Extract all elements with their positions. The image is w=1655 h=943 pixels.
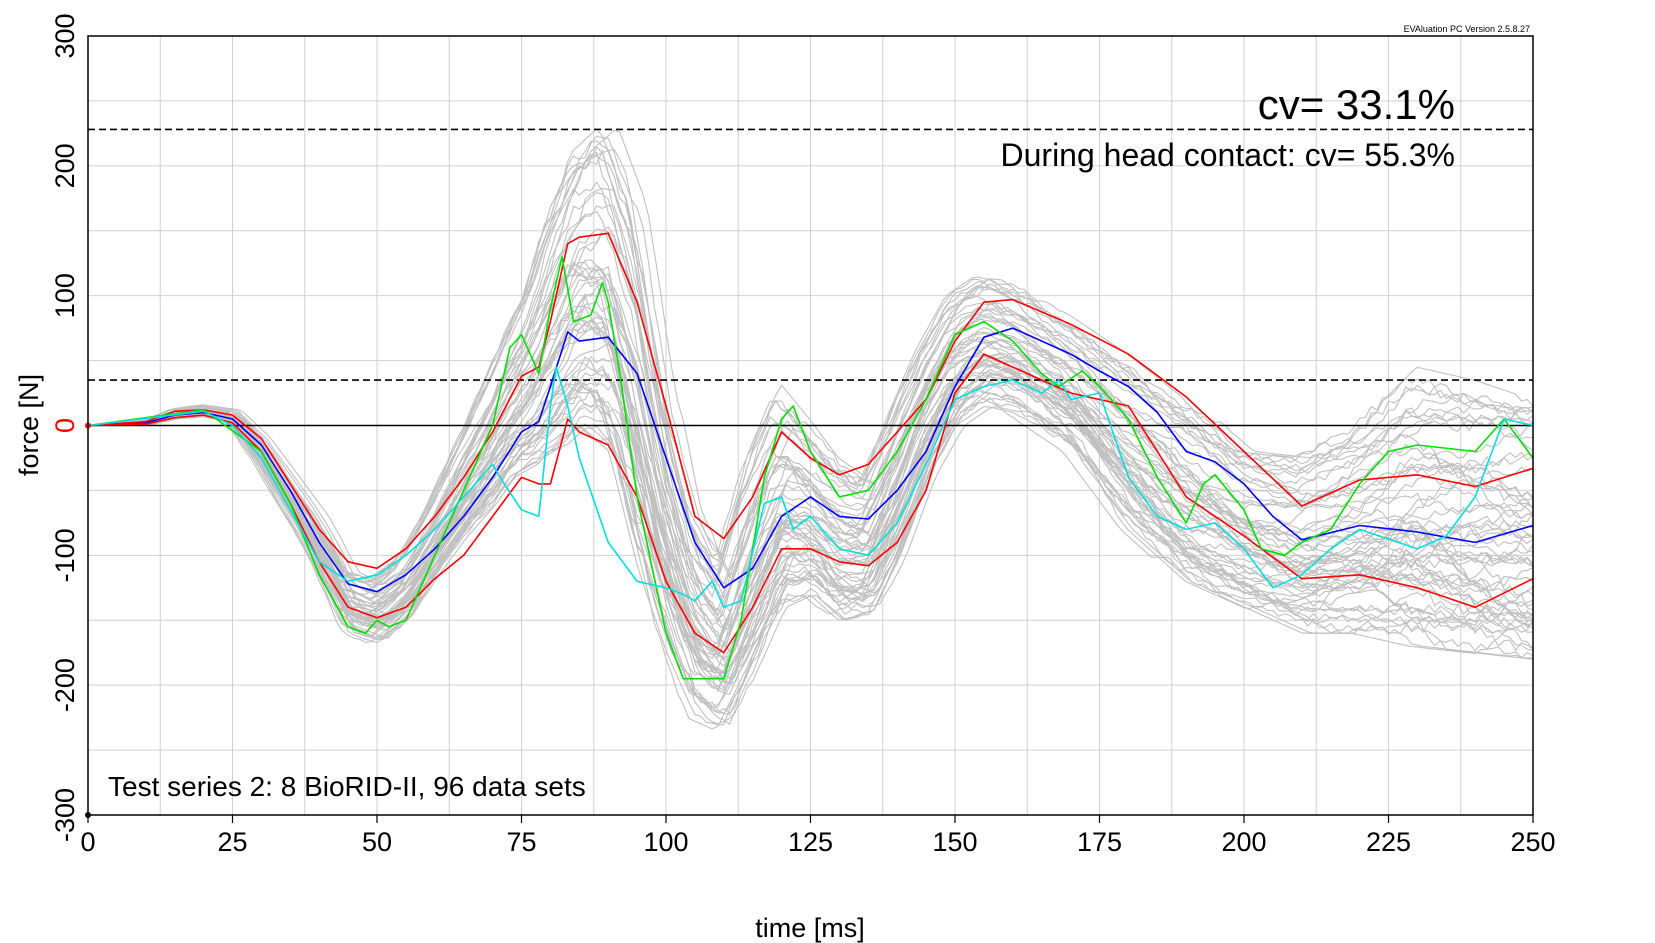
series-line [87, 366, 1534, 609]
data-set-trace [87, 354, 1534, 668]
data-set-trace [87, 379, 1534, 692]
x-tick-label: 0 [80, 827, 95, 857]
x-tick-label: 250 [1510, 827, 1555, 857]
test-series-annotation: Test series 2: 8 BioRID-II, 96 data sets [108, 771, 586, 802]
x-tick-label: 50 [362, 827, 392, 857]
cv-head-contact-annotation: During head contact: cv= 55.3% [1001, 137, 1456, 173]
series-line [87, 327, 1534, 593]
x-tick-label: 150 [932, 827, 977, 857]
x-tick-label: 225 [1366, 827, 1411, 857]
x-tick-label: 100 [643, 827, 688, 857]
x-tick-label: 25 [217, 827, 247, 857]
x-axis-label: time [ms] [755, 913, 865, 943]
x-tick-labels: 0 25 50 75 100 125 150 175 200 225 250 [80, 827, 1555, 857]
data-set-trace [87, 187, 1534, 613]
data-set-trace [87, 135, 1534, 588]
y-axis-label: force [N] [14, 374, 44, 476]
y-tick-labels: -300 -200 -100 0 100 200 300 [50, 13, 80, 842]
y-tick-label: 100 [50, 273, 80, 318]
series-line [87, 353, 1534, 654]
series-line [87, 232, 1534, 570]
data-set-trace [87, 381, 1534, 709]
data-set-trace [87, 226, 1534, 631]
y-tick-label: -300 [50, 788, 80, 842]
x-tick-label: 125 [788, 827, 833, 857]
y-tick-label: -200 [50, 658, 80, 712]
y-tick-label: 0 [50, 418, 80, 433]
data-set-trace [87, 369, 1534, 658]
x-tick-label: 200 [1221, 827, 1266, 857]
cv-total-annotation: cv= 33.1% [1258, 81, 1455, 128]
reference-lines [88, 128, 1533, 427]
data-set-trace [87, 232, 1534, 599]
y-tick-label: 300 [50, 13, 80, 58]
data-set-trace [88, 374, 1534, 730]
y-tick-label: 200 [50, 143, 80, 188]
data-set-trace [87, 128, 1534, 583]
x-tick-label: 75 [506, 827, 536, 857]
y-tick-label: -100 [50, 528, 80, 582]
data-set-trace [87, 148, 1534, 585]
plot-frame [87, 35, 1534, 816]
series-lines [85, 232, 1534, 818]
data-set-trace [87, 262, 1534, 621]
x-tick-label: 175 [1077, 827, 1122, 857]
data-set-trace [88, 406, 1534, 726]
version-label: EVAluation PC Version 2.5.8.27 [1404, 24, 1530, 34]
data-set-trace [87, 266, 1534, 684]
data-set-trace [87, 266, 1534, 673]
data-set-trace [87, 259, 1534, 646]
series-line [87, 255, 1534, 680]
